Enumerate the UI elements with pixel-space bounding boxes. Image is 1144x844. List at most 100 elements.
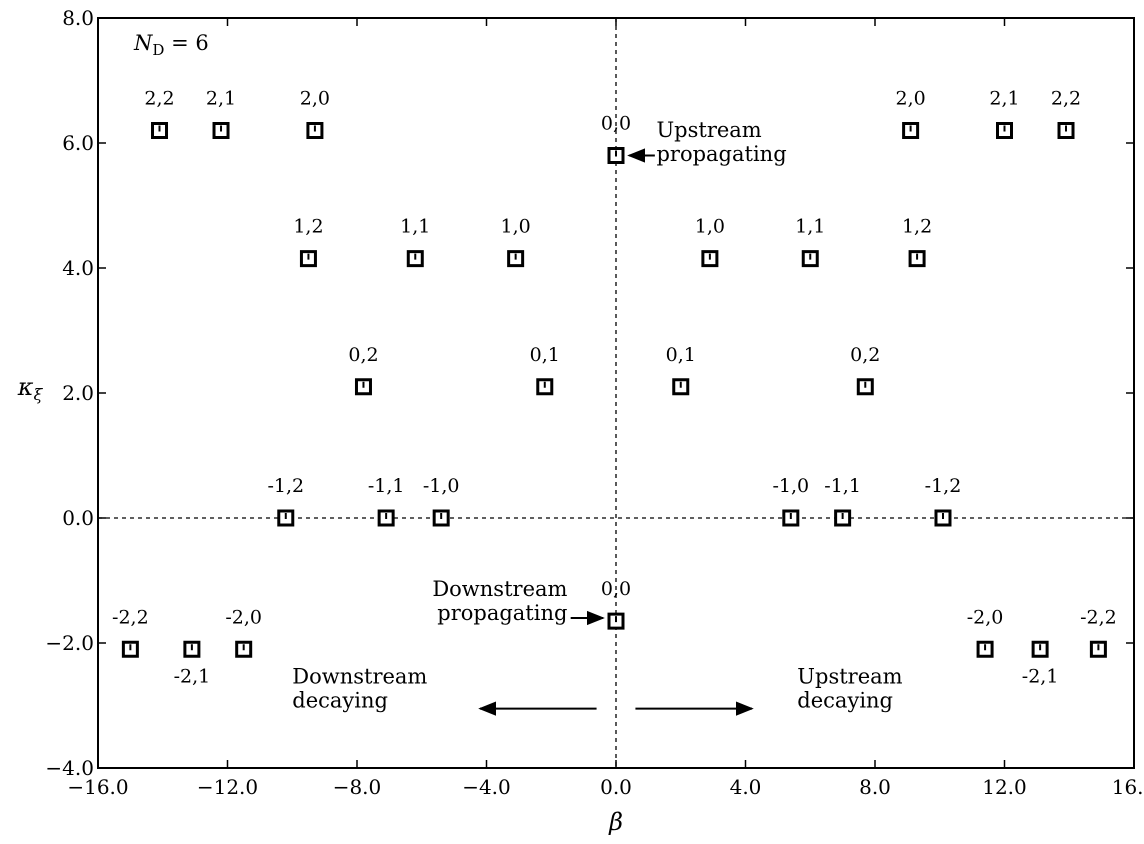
data-point: -1,2 — [267, 475, 304, 527]
point-label: -2,0 — [967, 606, 1004, 628]
data-point: 0,0 — [601, 113, 631, 164]
point-label: 2,2 — [1051, 88, 1081, 110]
point-label: 2,1 — [206, 88, 236, 110]
point-label: 1,1 — [795, 216, 825, 238]
y-tick-label: −4.0 — [45, 756, 94, 780]
y-tick-label: 2.0 — [62, 381, 94, 405]
point-label: 1,2 — [293, 216, 323, 238]
annotation-line: propagating — [656, 142, 786, 166]
point-label: 2,0 — [896, 88, 926, 110]
data-point: 1,2 — [902, 216, 932, 268]
x-tick-label: −12.0 — [197, 775, 258, 799]
annotation-text: Downstream decaying — [292, 665, 427, 713]
x-tick-label: 16.0 — [1112, 775, 1144, 799]
point-label: 1,0 — [501, 216, 531, 238]
point-label: -2,0 — [225, 606, 262, 628]
point-label: 2,1 — [989, 88, 1019, 110]
point-label: 0,2 — [348, 344, 378, 366]
point-label: -2,2 — [112, 606, 149, 628]
x-tick-label: 8.0 — [859, 775, 891, 799]
x-tick-label: −16.0 — [67, 775, 128, 799]
annotation-text: Upstream decaying — [797, 665, 902, 713]
data-point: 1,2 — [293, 216, 324, 268]
data-point: 0,2 — [850, 344, 880, 396]
data-point: -1,1 — [368, 475, 405, 527]
data-point: -2,2 — [112, 606, 149, 658]
parameter-label: ND = 6 — [133, 31, 209, 59]
annotation: Upstream decaying — [635, 665, 903, 716]
data-point: 1,1 — [795, 216, 825, 268]
annotation-line: Downstream — [292, 665, 427, 689]
data-point: 0,1 — [530, 344, 560, 396]
point-label: 1,0 — [695, 216, 725, 238]
point-label: 2,0 — [300, 88, 330, 110]
y-tick-label: 4.0 — [62, 256, 94, 280]
annotation-line: Upstream — [797, 665, 902, 689]
point-label: -2,1 — [1022, 665, 1059, 687]
plot-frame — [97, 17, 1135, 769]
x-tick-label: 12.0 — [982, 775, 1027, 799]
data-point: 0,2 — [348, 344, 379, 396]
point-label: 0,1 — [530, 344, 560, 366]
annotation-line: decaying — [797, 689, 893, 713]
x-tick-label: −8.0 — [333, 775, 382, 799]
point-label: 0,1 — [666, 344, 696, 366]
point-label: 0,2 — [850, 344, 880, 366]
annotation: Upstream propagating — [627, 118, 787, 166]
point-label: -1,1 — [824, 475, 861, 497]
x-tick-label: 4.0 — [730, 775, 762, 799]
annotation-text: Upstream propagating — [656, 118, 786, 166]
data-point: -1,2 — [925, 475, 962, 527]
point-label: -1,2 — [925, 475, 962, 497]
y-tick-label: 8.0 — [62, 6, 94, 30]
y-tick-label: −2.0 — [45, 631, 94, 655]
data-point: 0,1 — [666, 344, 696, 396]
y-axis-title: κξ — [17, 373, 44, 404]
annotation-line: Downstream — [432, 577, 567, 601]
data-point: 1,0 — [501, 216, 531, 268]
y-tick-label: 6.0 — [62, 131, 94, 155]
data-point: 1,1 — [400, 216, 430, 268]
data-point: 2,1 — [206, 88, 236, 139]
annotation-line: decaying — [292, 689, 388, 713]
y-tick-label: 0.0 — [62, 506, 94, 530]
data-point: -2,2 — [1080, 606, 1117, 658]
data-point: 0,0 — [601, 578, 631, 630]
data-point: 2,0 — [300, 88, 330, 139]
point-label: -1,0 — [423, 475, 460, 497]
data-point: 2,2 — [1051, 88, 1081, 139]
x-tick-label: 0.0 — [600, 775, 632, 799]
data-point: -2,1 — [174, 640, 211, 687]
x-tick-label: −4.0 — [462, 775, 511, 799]
annotation-line: Upstream — [656, 118, 761, 142]
data-point: -2,0 — [967, 606, 1004, 658]
x-axis-title: β — [608, 808, 623, 836]
data-point: -1,1 — [824, 475, 861, 527]
data-point: 1,0 — [695, 216, 725, 268]
axis-ticks: −16.0 −12.0 −8.0 −4.0 0.0 4.0 8.0 12.0 16.0 −4.0 −… — [45, 6, 1144, 799]
point-label: 2,2 — [144, 88, 174, 110]
point-label: -1,1 — [368, 475, 405, 497]
data-point: -1,0 — [773, 475, 810, 527]
data-point: 2,1 — [989, 88, 1020, 139]
data-point: -1,0 — [423, 475, 460, 527]
point-label: -2,1 — [174, 665, 211, 687]
data-point: -2,0 — [225, 606, 262, 658]
annotation: Downstream propagating — [432, 577, 605, 626]
data-points: 2,2 2,1 2,0 0,0 2,0 2,1 2,2 1,2 1,1 1,0 1,0 1,1 1,2 0… — [112, 88, 1117, 688]
data-point: 2,0 — [896, 88, 926, 139]
point-label: -1,0 — [773, 475, 810, 497]
annotation-line: propagating — [437, 601, 567, 625]
point-label: 0,0 — [601, 578, 631, 600]
point-label: 1,1 — [400, 216, 430, 238]
data-point: -2,1 — [1022, 640, 1059, 687]
point-label: 0,0 — [601, 113, 631, 135]
annotation: Downstream decaying — [292, 665, 597, 716]
point-label: 1,2 — [902, 216, 932, 238]
reference-lines — [98, 18, 1134, 768]
annotation-text: Downstream propagating — [432, 577, 567, 625]
point-label: -1,2 — [267, 475, 304, 497]
data-point: 2,2 — [144, 88, 175, 139]
